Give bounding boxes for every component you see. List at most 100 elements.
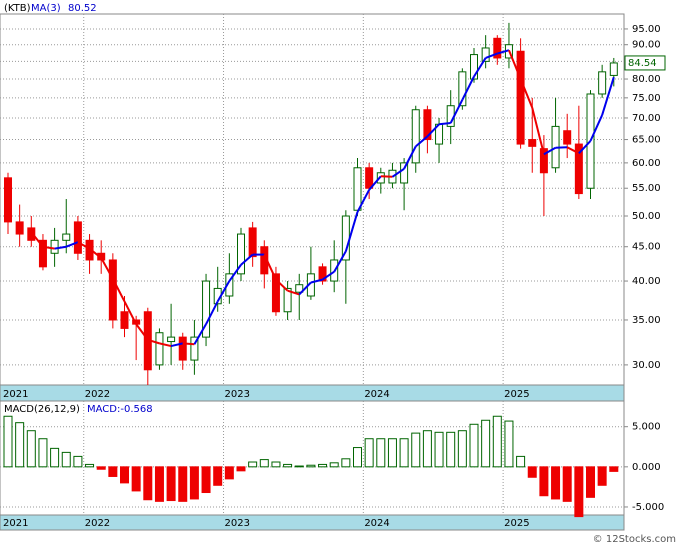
year-label: 2024 xyxy=(364,518,389,529)
ma-segment xyxy=(321,270,335,281)
candle-body xyxy=(225,273,234,297)
macd-bar xyxy=(469,423,479,468)
last-price-box xyxy=(624,55,666,71)
macd-bar xyxy=(527,466,537,478)
ma-segment xyxy=(415,135,429,148)
macd-bar xyxy=(189,466,199,500)
candle-body xyxy=(62,233,71,241)
year-label: 2021 xyxy=(3,518,28,529)
macd-bar xyxy=(224,466,234,480)
ma-segment xyxy=(403,145,417,170)
candle-body xyxy=(73,221,82,254)
ma-segment xyxy=(228,264,242,282)
ma-segment xyxy=(380,175,393,178)
year-label: 2022 xyxy=(85,389,110,400)
candle-body xyxy=(481,47,490,62)
candle-body xyxy=(202,280,211,338)
y-tick-label: 35.00 xyxy=(632,315,661,326)
macd-bar xyxy=(26,430,36,468)
ma-segment xyxy=(566,146,580,155)
year-strip xyxy=(0,514,625,531)
macd-bar xyxy=(551,466,561,500)
ma-segment xyxy=(135,323,149,341)
macd-panel xyxy=(0,400,625,516)
candle-body xyxy=(400,162,409,184)
candle-body xyxy=(365,167,374,189)
candle-body xyxy=(167,336,176,343)
candle-body xyxy=(15,221,24,235)
candle-body xyxy=(341,215,350,261)
candle-body xyxy=(470,54,478,80)
ma-segment xyxy=(216,280,231,302)
macd-subtitle: MACD:-0.568 xyxy=(87,404,153,415)
macd-bar xyxy=(85,463,95,468)
macd-bar xyxy=(236,466,246,472)
ma-segment xyxy=(159,342,172,348)
last-price-label: 84.54 xyxy=(628,58,657,69)
macd-bar xyxy=(586,466,595,498)
ma-segment xyxy=(497,49,510,55)
candle-body xyxy=(155,332,164,366)
y-tick-label: 60.00 xyxy=(632,158,661,169)
ma-segment xyxy=(240,253,254,266)
y-tick-label: 80.00 xyxy=(632,74,661,85)
year-label: 2025 xyxy=(504,389,529,400)
ma-segment xyxy=(100,257,114,280)
candle-body xyxy=(27,227,36,241)
macd-bar xyxy=(271,461,281,468)
macd-bar xyxy=(411,432,421,468)
y-tick-label: 45.00 xyxy=(632,242,661,253)
macd-bar xyxy=(364,438,374,468)
ma-segment xyxy=(356,189,371,213)
candle-body xyxy=(609,62,618,76)
footer: © 12Stocks.com xyxy=(593,534,676,545)
ma-name: MA(3) xyxy=(31,3,61,14)
ma-segment xyxy=(298,281,312,296)
macd-bar xyxy=(574,466,584,518)
year-label: 2025 xyxy=(504,518,529,529)
year-label: 2023 xyxy=(225,389,250,400)
candle-body xyxy=(178,336,187,361)
ma-segment xyxy=(88,247,102,259)
ma-segment xyxy=(30,231,44,248)
macd-bar xyxy=(306,464,316,468)
ma-segment xyxy=(111,278,126,302)
macd-bar xyxy=(341,458,351,468)
macd-bar xyxy=(562,466,572,502)
ma-segment xyxy=(54,245,67,250)
ma-segment xyxy=(310,278,323,284)
macd-bar xyxy=(481,419,491,468)
candle-body xyxy=(271,273,280,313)
macd-bar xyxy=(201,466,211,494)
ma-segment xyxy=(391,167,405,178)
ma-segment xyxy=(333,250,347,273)
macd-bar xyxy=(492,415,502,468)
ma-segment xyxy=(519,78,534,109)
macd-bar xyxy=(387,438,397,468)
y-tick-label: 70.00 xyxy=(632,113,661,124)
y-tick-label: 55.00 xyxy=(632,183,661,194)
ma-segment xyxy=(438,121,451,126)
ma-segment xyxy=(170,342,183,348)
candle-body xyxy=(563,130,572,145)
ma-segment xyxy=(65,241,79,248)
y-tick-label: 50.00 xyxy=(632,211,661,222)
macd-bar xyxy=(434,431,444,468)
macd-bar xyxy=(38,438,48,468)
y-tick-label: 75.00 xyxy=(632,93,661,104)
year-label: 2021 xyxy=(3,389,28,400)
y-tick-label: 40.00 xyxy=(632,276,661,287)
macd-bar xyxy=(213,466,223,486)
candle-body xyxy=(423,109,432,141)
ma-segment xyxy=(426,123,440,138)
macd-bar xyxy=(516,455,526,468)
ma-segment xyxy=(531,107,545,155)
year-label: 2022 xyxy=(85,518,110,529)
macd-bar xyxy=(131,466,141,492)
ma-segment xyxy=(123,300,138,325)
y-tick-label: 30.00 xyxy=(632,360,661,371)
y-tick-label: 0.000 xyxy=(632,462,661,473)
ma-segment xyxy=(344,211,359,252)
candle-body xyxy=(248,227,257,258)
